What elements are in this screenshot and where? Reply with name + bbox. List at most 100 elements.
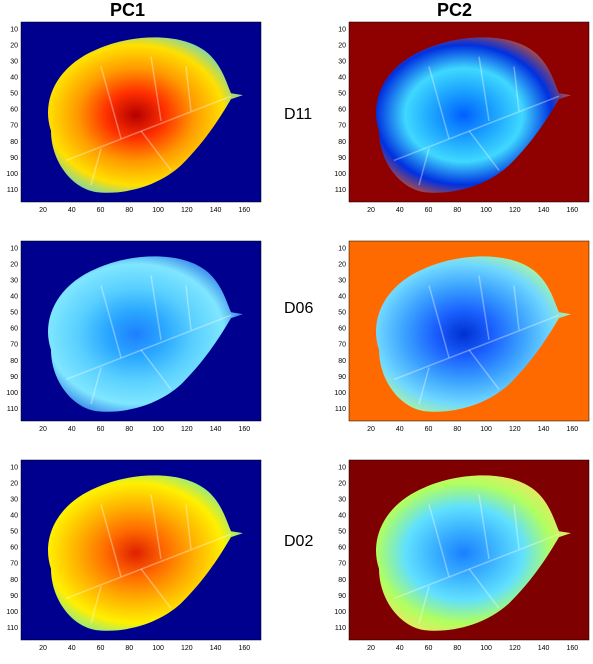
x-tick-label: 100 — [480, 207, 492, 214]
y-tick-label: 80 — [10, 139, 18, 146]
x-tick-label: 160 — [567, 426, 579, 433]
y-tick-label: 90 — [10, 593, 18, 600]
leaf-vein — [140, 130, 172, 171]
x-tick-label: 160 — [567, 645, 579, 652]
y-tick-label: 20 — [338, 43, 346, 50]
leaf-vein — [100, 504, 122, 577]
y-tick-label: 90 — [10, 374, 18, 381]
heatmap-image: 10 20 30 40 50 60 70 80 90 100 110 20 40 60 80 100 120 14… — [334, 240, 590, 433]
y-tick-label: 60 — [10, 326, 18, 333]
x-tick-label: 100 — [480, 426, 492, 433]
leaf-region — [48, 256, 243, 412]
heatmap-image: 10 20 30 40 50 60 70 80 90 100 110 20 40 60 80 100 120 14… — [334, 21, 590, 214]
y-tick-label: 20 — [338, 481, 346, 488]
y-tick-label: 110 — [335, 625, 346, 632]
y-tick-label: 60 — [10, 545, 18, 552]
leaf-vein — [418, 148, 430, 186]
y-tick-label: 30 — [338, 278, 346, 285]
x-tick-label: 20 — [367, 207, 375, 214]
y-tick-label: 80 — [10, 358, 18, 365]
leaf-vein — [418, 367, 430, 405]
x-tick-label: 40 — [396, 426, 404, 433]
leaf-vein — [478, 275, 490, 341]
x-tick-label: 120 — [509, 207, 521, 214]
y-tick-label: 50 — [10, 91, 18, 98]
leaf-region — [376, 475, 571, 631]
y-tick-label: 70 — [338, 561, 346, 568]
y-tick-label: 80 — [338, 139, 346, 146]
x-tick-label: 60 — [425, 426, 433, 433]
leaf-vein — [140, 568, 172, 609]
y-tick-label: 60 — [338, 545, 346, 552]
leaf-vein — [428, 285, 450, 358]
y-tick-label: 50 — [338, 310, 346, 317]
x-tick-label: 120 — [181, 207, 193, 214]
y-tick-label: 50 — [10, 529, 18, 536]
leaf-vein — [185, 285, 192, 331]
y-tick-label: 20 — [10, 262, 18, 269]
y-tick-label: 70 — [10, 342, 18, 349]
y-tick-label: 30 — [10, 497, 18, 504]
y-tick-label: 80 — [10, 577, 18, 584]
x-tick-label: 40 — [396, 207, 404, 214]
y-tick-label: 30 — [10, 278, 18, 285]
leaf-vein — [150, 56, 162, 122]
y-tick-label: 40 — [338, 75, 346, 82]
leaf-vein — [513, 66, 520, 112]
y-tick-label: 50 — [338, 91, 346, 98]
x-tick-label: 100 — [152, 426, 164, 433]
x-tick-label: 140 — [538, 207, 550, 214]
heatmap-image: 10 20 30 40 50 60 70 80 90 100 110 20 40 60 80 100 120 14… — [334, 459, 590, 652]
leaf-vein — [65, 95, 232, 162]
y-tick-label: 80 — [338, 358, 346, 365]
x-tick-label: 60 — [425, 207, 433, 214]
x-tick-label: 80 — [453, 207, 461, 214]
y-tick-label: 30 — [10, 59, 18, 66]
leaf-vein — [90, 148, 102, 186]
x-tick-label: 60 — [97, 426, 105, 433]
x-tick-label: 120 — [509, 426, 521, 433]
x-tick-label: 120 — [181, 426, 193, 433]
x-tick-label: 140 — [210, 426, 222, 433]
y-tick-label: 100 — [334, 390, 346, 397]
x-tick-label: 40 — [68, 645, 76, 652]
y-tick-label: 90 — [10, 155, 18, 162]
y-tick-label: 110 — [7, 625, 18, 632]
plot-frame — [20, 459, 262, 641]
leaf-vein — [150, 494, 162, 560]
heatmap-image: 10 20 30 40 50 60 70 80 90 100 110 20 40 60 80 100 120 14… — [6, 240, 262, 433]
leaf-vein — [90, 586, 102, 624]
x-tick-label: 20 — [367, 645, 375, 652]
y-tick-label: 20 — [338, 262, 346, 269]
leaf-vein — [65, 533, 232, 600]
y-tick-label: 40 — [338, 294, 346, 301]
leaf-vein — [393, 95, 560, 162]
leaf-vein — [150, 275, 162, 341]
leaf-region — [376, 256, 571, 412]
heatmap-image: 10 20 30 40 50 60 70 80 90 100 110 20 40 60 80 100 120 14… — [6, 459, 262, 652]
y-tick-label: 110 — [335, 187, 346, 194]
y-tick-label: 70 — [338, 123, 346, 130]
plot-frame — [20, 240, 262, 422]
x-tick-label: 80 — [125, 207, 133, 214]
leaf-vein — [393, 533, 560, 600]
x-tick-label: 60 — [97, 207, 105, 214]
heatmap-d02-pc1: 10 20 30 40 50 60 70 80 90 100 110 20 40 60 80 100 120 14… — [3, 458, 265, 654]
x-tick-label: 80 — [125, 645, 133, 652]
x-tick-label: 20 — [39, 645, 47, 652]
y-tick-label: 10 — [10, 27, 18, 34]
y-tick-label: 90 — [338, 593, 346, 600]
y-tick-label: 50 — [338, 529, 346, 536]
y-tick-label: 50 — [10, 310, 18, 317]
row-label-d11: D11 — [284, 106, 313, 123]
heatmap-image: 10 20 30 40 50 60 70 80 90 100 110 20 40 60 80 100 120 14… — [6, 21, 262, 214]
x-tick-label: 40 — [396, 645, 404, 652]
y-tick-label: 70 — [10, 123, 18, 130]
x-tick-label: 140 — [210, 645, 222, 652]
y-tick-label: 90 — [338, 374, 346, 381]
leaf-vein — [140, 349, 172, 390]
leaf-vein — [185, 66, 192, 112]
x-tick-label: 80 — [125, 426, 133, 433]
plot-frame — [20, 21, 262, 203]
heatmap-d02-pc2: 10 20 30 40 50 60 70 80 90 100 110 20 40 60 80 100 120 14… — [331, 458, 593, 654]
